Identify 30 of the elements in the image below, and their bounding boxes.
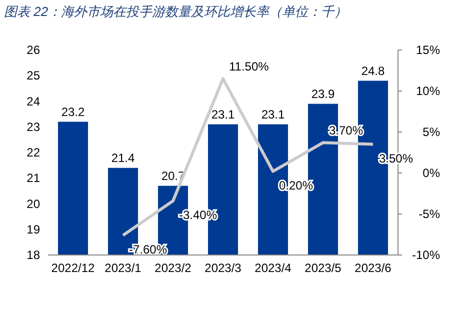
ytick: 18 (26, 248, 40, 262)
ytick: 21 (26, 171, 40, 186)
y2tick: -5% (418, 207, 440, 221)
ytick: 22 (26, 146, 40, 160)
xtick: 2023/5 (304, 261, 342, 275)
line-label: 11.50% (229, 60, 269, 74)
xtick: 2022/12 (51, 261, 95, 275)
y2tick: 15% (416, 43, 440, 57)
y2tick: 10% (416, 84, 440, 98)
title: 图表 22：海外市场在投手游数量及环比增长率（单位：千） (4, 4, 348, 19)
ytick: 20 (26, 196, 40, 211)
ytick: 23 (26, 120, 40, 134)
xtick: 2023/6 (354, 261, 392, 275)
ytick: 25 (26, 68, 40, 83)
y2tick: 5% (422, 125, 440, 139)
xtick: 2023/3 (204, 261, 242, 275)
ytick: 24 (26, 94, 40, 108)
data-label: 23.1 (261, 107, 285, 122)
ytick: 19 (26, 222, 40, 236)
data-label: 21.4 (111, 150, 135, 165)
xtick: 2023/1 (104, 261, 142, 275)
data-label: 23.9 (311, 86, 335, 101)
y2tick: 0% (422, 166, 440, 180)
y2tick: -10% (412, 248, 440, 262)
xtick: 2023/2 (154, 261, 192, 275)
data-label: 24.8 (361, 64, 385, 78)
data-label: 23.2 (61, 104, 85, 119)
xtick: 2023/4 (254, 261, 292, 275)
data-label: 23.1 (211, 107, 235, 122)
ytick: 26 (26, 43, 40, 57)
